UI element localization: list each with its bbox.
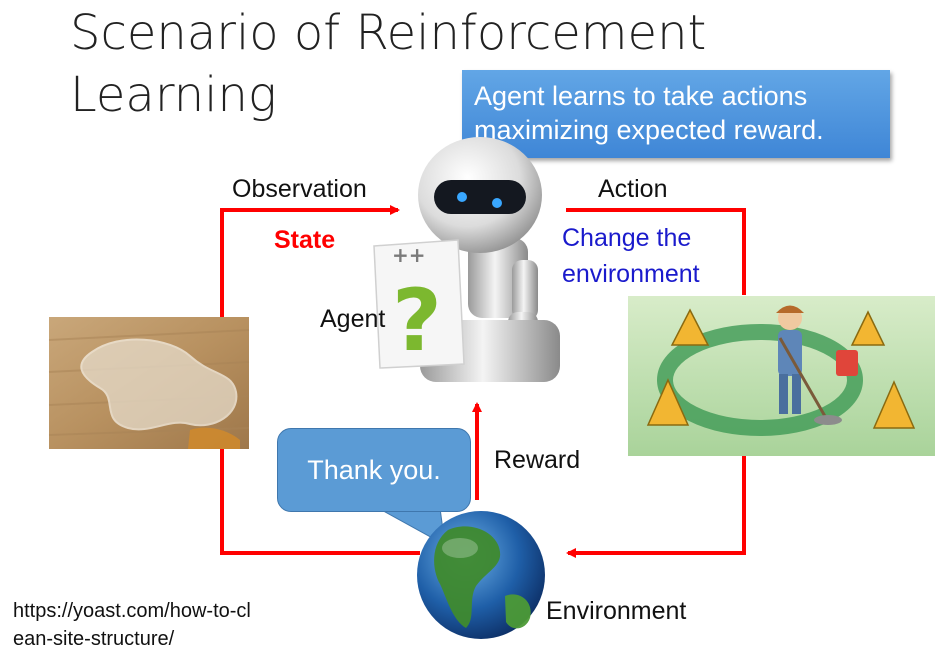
question-mark-card: ++ ? <box>373 239 465 371</box>
water-spill-photo <box>48 317 250 449</box>
question-mark-icon: ? <box>392 271 442 371</box>
plus-plus-glyph: ++ <box>392 243 426 267</box>
callout-box: Agent learns to take actions maximizing … <box>462 70 890 158</box>
observation-label: Observation <box>232 175 367 203</box>
state-label: State <box>274 226 336 254</box>
source-link[interactable]: https://yoast.com/how-to-clean-site-stru… <box>13 600 251 650</box>
page-title: Scenario of Reinforcement Learning <box>70 5 707 123</box>
cleaning-person-illustration <box>628 296 935 456</box>
action-arrow <box>566 208 746 295</box>
robot-agent-illustration <box>418 137 560 382</box>
environment-label: Environment <box>546 597 687 625</box>
env-return-arrow <box>566 455 746 558</box>
action-label: Action <box>598 175 668 203</box>
env-to-state-line <box>220 448 420 555</box>
speech-bubble: Thank you. <box>277 428 471 512</box>
change-environment-label: Change the environment <box>562 224 700 288</box>
earth-globe <box>417 511 545 639</box>
agent-label: Agent <box>320 305 386 333</box>
reward-label: Reward <box>494 446 581 474</box>
